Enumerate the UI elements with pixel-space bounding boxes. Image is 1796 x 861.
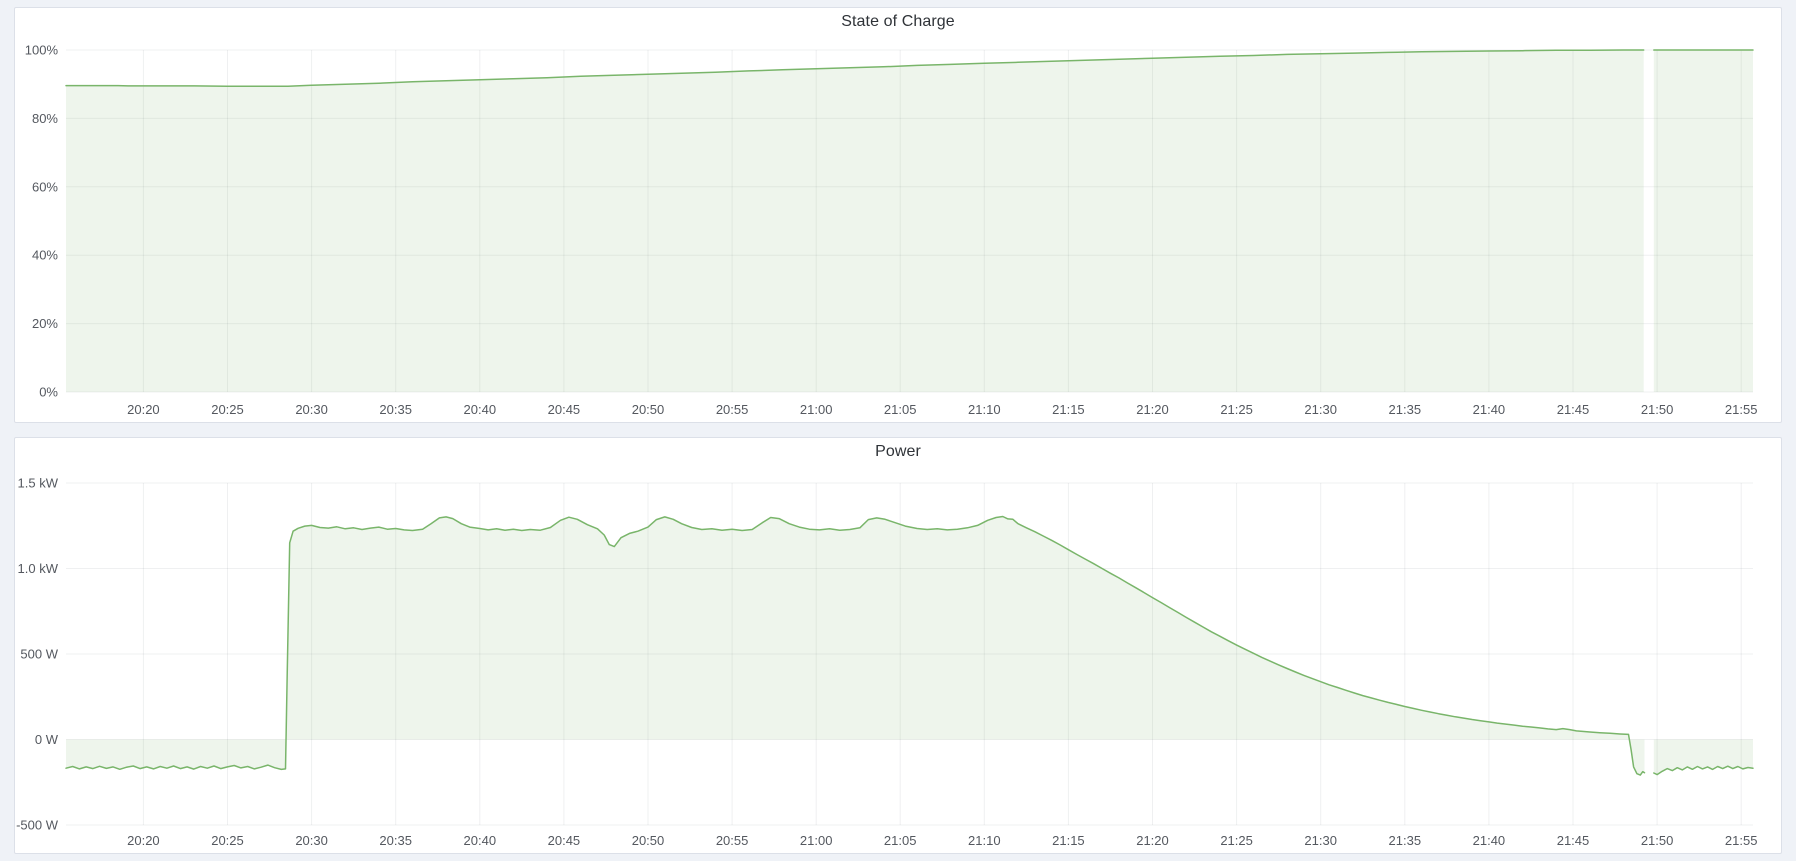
x-tick-label: 21:30 bbox=[1304, 402, 1337, 417]
x-tick-label: 20:30 bbox=[295, 402, 328, 417]
series-line-path bbox=[1653, 765, 1754, 776]
series-line bbox=[65, 515, 1754, 776]
y-tick-label: -500 W bbox=[16, 818, 59, 833]
x-tick-label: 21:45 bbox=[1557, 833, 1590, 848]
panel-title-power[interactable]: Power bbox=[875, 443, 921, 460]
x-tick-label: 20:25 bbox=[211, 833, 244, 848]
x-tick-label: 21:20 bbox=[1136, 833, 1169, 848]
y-tick-label: 80% bbox=[32, 111, 58, 126]
x-tick-label: 20:30 bbox=[295, 833, 328, 848]
x-tick-label: 20:45 bbox=[548, 402, 581, 417]
x-tick-label: 20:55 bbox=[716, 833, 749, 848]
x-tick-label: 21:00 bbox=[800, 402, 833, 417]
x-tick-label: 20:50 bbox=[632, 833, 665, 848]
x-tick-label: 21:15 bbox=[1052, 402, 1085, 417]
x-tick-label: 21:10 bbox=[968, 833, 1001, 848]
x-tick-label: 20:40 bbox=[464, 833, 497, 848]
x-tick-label: 21:55 bbox=[1725, 833, 1758, 848]
x-tick-label: 21:40 bbox=[1473, 833, 1506, 848]
x-tick-label: 21:55 bbox=[1725, 402, 1758, 417]
y-tick-label: 40% bbox=[32, 248, 58, 263]
series-area-fill bbox=[66, 516, 1753, 776]
x-tick-label: 20:45 bbox=[548, 833, 581, 848]
panel-state-of-charge: State of Charge 20:20 20:25 20:30 20:35 20:4… bbox=[14, 7, 1782, 423]
series-area-path bbox=[66, 50, 1644, 392]
y-tick-label: 100% bbox=[25, 43, 59, 58]
x-tick-label: 21:00 bbox=[800, 833, 833, 848]
panel-power: Power 20:20 20:25 20:30 20:35 20:40 20:45 20:5… bbox=[14, 437, 1782, 854]
x-axis-labels: 20:20 20:25 20:30 20:35 20:40 20:45 20:50 20:55… bbox=[127, 402, 1757, 417]
y-tick-label: 1.5 kW bbox=[18, 476, 59, 491]
y-tick-label: 0 W bbox=[35, 732, 59, 747]
grid-lines bbox=[66, 49, 1753, 393]
x-tick-label: 21:05 bbox=[884, 833, 917, 848]
series-area-path bbox=[1653, 50, 1753, 392]
x-tick-label: 21:25 bbox=[1220, 402, 1253, 417]
y-tick-label: 20% bbox=[32, 316, 58, 331]
y-tick-label: 1.0 kW bbox=[18, 561, 59, 576]
series-line-path bbox=[65, 515, 1646, 776]
series-area-path bbox=[66, 516, 1645, 776]
x-tick-label: 21:50 bbox=[1641, 402, 1674, 417]
x-tick-label: 21:05 bbox=[884, 402, 917, 417]
x-tick-label: 20:20 bbox=[127, 833, 160, 848]
x-tick-label: 21:30 bbox=[1304, 833, 1337, 848]
x-axis-labels: 20:20 20:25 20:30 20:35 20:40 20:45 20:50 20:55… bbox=[127, 833, 1757, 848]
x-tick-label: 21:35 bbox=[1389, 833, 1422, 848]
y-tick-label: 500 W bbox=[20, 647, 58, 662]
x-tick-label: 21:10 bbox=[968, 402, 1001, 417]
x-tick-label: 20:50 bbox=[632, 402, 665, 417]
x-tick-label: 21:20 bbox=[1136, 402, 1169, 417]
series-line bbox=[65, 49, 1754, 88]
x-tick-label: 20:40 bbox=[464, 402, 497, 417]
y-tick-label: 60% bbox=[32, 179, 58, 194]
x-tick-label: 20:20 bbox=[127, 402, 160, 417]
y-axis-labels: 1.5 kW 1.0 kW 500 W 0 W -500 W bbox=[16, 476, 59, 833]
x-tick-label: 21:50 bbox=[1641, 833, 1674, 848]
series-line-path bbox=[65, 49, 1645, 88]
x-tick-label: 21:35 bbox=[1389, 402, 1422, 417]
x-tick-label: 21:25 bbox=[1220, 833, 1253, 848]
y-tick-label: 0% bbox=[39, 385, 58, 400]
x-tick-label: 21:15 bbox=[1052, 833, 1085, 848]
x-tick-label: 20:35 bbox=[379, 833, 412, 848]
x-tick-label: 20:25 bbox=[211, 402, 244, 417]
x-tick-label: 21:40 bbox=[1473, 402, 1506, 417]
series-area-fill bbox=[66, 50, 1753, 392]
y-axis-labels: 100% 80% 60% 40% 20% 0% bbox=[25, 43, 59, 400]
x-tick-label: 20:35 bbox=[379, 402, 412, 417]
x-tick-label: 20:55 bbox=[716, 402, 749, 417]
power-chart[interactable]: 20:20 20:25 20:30 20:35 20:40 20:45 20:50 20:55… bbox=[15, 438, 1781, 853]
x-tick-label: 21:45 bbox=[1557, 402, 1590, 417]
panel-title-state-of-charge[interactable]: State of Charge bbox=[841, 13, 955, 30]
state-of-charge-chart[interactable]: 20:20 20:25 20:30 20:35 20:40 20:45 20:50 20:55… bbox=[15, 8, 1781, 422]
